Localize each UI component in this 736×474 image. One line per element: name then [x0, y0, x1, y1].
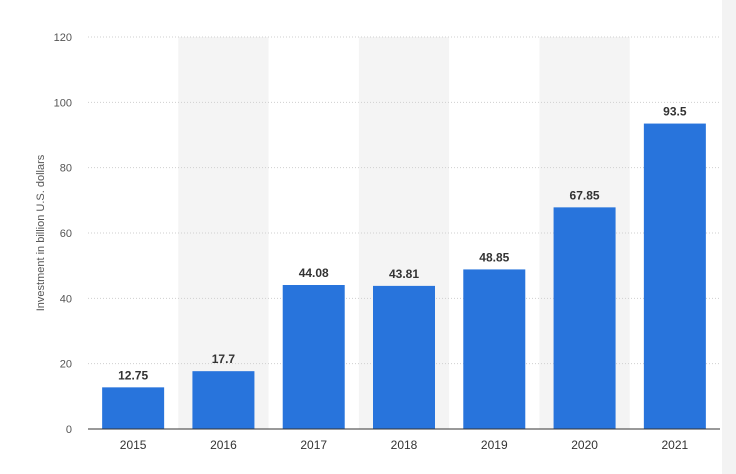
data-label-2021: 93.5	[663, 105, 687, 119]
x-tick-label-2018: 2018	[391, 438, 418, 452]
y-tick-label: 100	[54, 97, 72, 109]
bar-2020	[553, 207, 616, 429]
y-axis-title: Investment in billion U.S. dollars	[35, 154, 47, 311]
bar-2021	[643, 123, 706, 430]
page-edge-strip	[722, 0, 736, 474]
bar-2017	[282, 285, 345, 429]
y-tick-label: 40	[60, 293, 72, 305]
x-axis-ticks: 2015 2016 2017 2018 2019 2020 2021	[120, 438, 689, 452]
data-label-2020: 67.85	[570, 188, 600, 202]
data-label-2018: 43.81	[389, 267, 419, 281]
x-tick-label-2016: 2016	[210, 438, 237, 452]
x-tick-label-2017: 2017	[300, 438, 327, 452]
bar-2016	[192, 371, 255, 429]
data-label-2019: 48.85	[479, 250, 509, 264]
bar-2015	[102, 387, 165, 429]
y-tick-label: 0	[66, 424, 72, 436]
bar-2018	[373, 285, 435, 429]
x-tick-label-2015: 2015	[120, 438, 147, 452]
data-label-2017: 44.08	[299, 266, 329, 280]
y-tick-label: 120	[54, 32, 72, 44]
y-tick-label: 20	[60, 359, 72, 371]
bar-2019	[463, 269, 526, 429]
data-label-2016: 17.7	[212, 352, 236, 366]
x-tick-label-2021: 2021	[662, 438, 689, 452]
x-tick-label-2020: 2020	[571, 438, 598, 452]
data-label-2015: 12.75	[118, 368, 148, 382]
y-axis-ticks: 0 20 40 60 80 100 120	[54, 32, 72, 436]
y-tick-label: 60	[60, 228, 72, 240]
y-tick-label: 80	[60, 163, 72, 175]
data-labels: 12.75 17.7 44.08 43.81 48.85 67.85 93.5	[118, 105, 687, 383]
x-tick-label-2019: 2019	[481, 438, 508, 452]
bars	[102, 123, 706, 430]
